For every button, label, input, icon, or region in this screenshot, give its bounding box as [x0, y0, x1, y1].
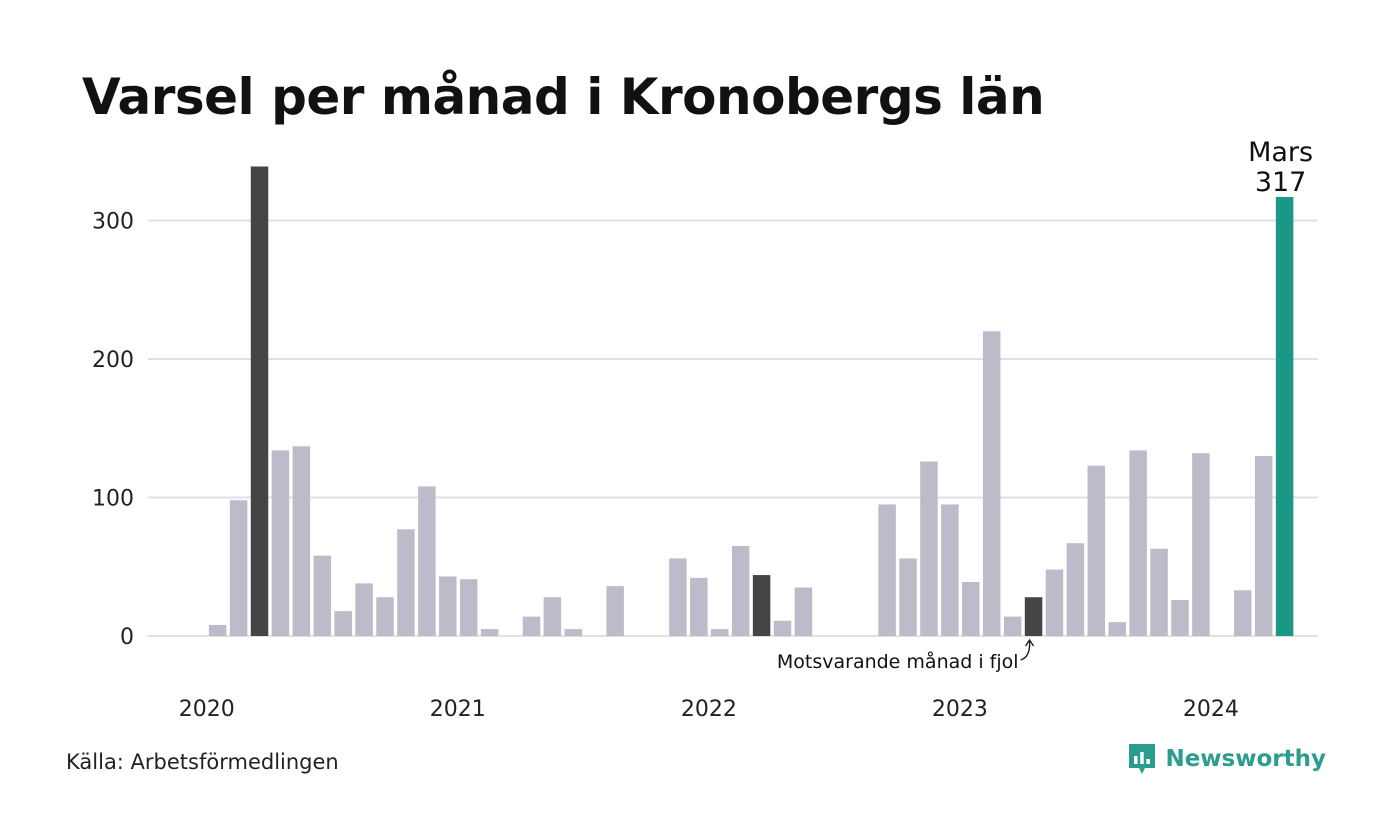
bar-undefined [1254, 455, 1273, 636]
bar-2020-03 [229, 500, 248, 636]
bar-2022-05 [773, 620, 792, 636]
bar-2022-02 [711, 629, 729, 636]
bar-2023-10 [1129, 450, 1147, 636]
bar-2021-02 [459, 579, 478, 636]
x-tick-label: 2022 [681, 697, 737, 722]
y-tick-label: 0 [120, 625, 134, 650]
bar-2021-03 [480, 629, 499, 636]
bar-2022-11 [899, 558, 917, 636]
y-tick-label: 200 [92, 348, 134, 373]
bar-2020-04 [250, 166, 269, 637]
bar-2020-09 [355, 583, 373, 636]
source-note: Källa: Arbetsförmedlingen [66, 750, 339, 774]
bar-2021-06 [543, 597, 562, 636]
bar-2022-12 [920, 461, 938, 636]
bar-2023-02 [962, 581, 980, 636]
bar-2023-12 [1171, 599, 1189, 636]
bar-2021-12 [669, 558, 687, 636]
highlight-month-label: Mars [1248, 137, 1313, 168]
x-tick-label: 2020 [179, 697, 235, 722]
brand-logo[interactable]: Newsworthy [1127, 742, 1326, 776]
bar-2023-01 [941, 504, 959, 636]
x-axis-ticks: 2020 2021 2022 2023 2024 [179, 697, 1239, 722]
annotation-arrow [1020, 638, 1035, 661]
brand-name: Newsworthy [1165, 746, 1326, 772]
bar-2022-03 [731, 545, 750, 636]
bar-2020-06 [292, 446, 311, 636]
bar-2023-08 [1087, 465, 1106, 636]
bar-2020-05 [271, 450, 290, 636]
bar-2021-01 [439, 576, 457, 636]
bar-2024-03 [1234, 590, 1252, 636]
highlight-labels: Mars 317 Motsvarande månad i fjol [777, 137, 1313, 673]
bar-2022-06 [794, 587, 813, 636]
annotation-label: Motsvarande månad i fjol [777, 650, 1019, 673]
bar-2023-04 [1003, 616, 1022, 636]
x-tick-label: 2024 [1183, 697, 1239, 722]
bar-2020-07 [313, 555, 332, 636]
bar-2020-11 [397, 529, 415, 636]
bar-2021-05 [522, 616, 541, 636]
bar-2023-05 [1024, 597, 1043, 636]
bar-2020-10 [376, 597, 394, 636]
bar-2022-10 [878, 504, 896, 636]
bars [208, 166, 1294, 637]
x-tick-label: 2023 [932, 697, 988, 722]
bar-2021-07 [564, 629, 583, 636]
y-tick-label: 100 [92, 487, 134, 512]
bar-2023-06 [1045, 569, 1064, 636]
chart-title: Varsel per månad i Kronobergs län [82, 68, 1045, 126]
bar-2022-04 [752, 575, 771, 636]
bar-2023-09 [1108, 622, 1126, 636]
bar-2023-07 [1066, 543, 1085, 636]
y-tick-label: 300 [92, 210, 134, 235]
bar-undefined [1275, 196, 1294, 636]
newsworthy-logo-icon [1129, 744, 1156, 774]
y-axis-ticks: 0 100 200 300 [92, 210, 134, 651]
bar-2020-08 [334, 611, 352, 636]
bar-2020-02 [208, 624, 227, 636]
bar-2020-12 [418, 486, 436, 636]
bar-2021-09 [606, 586, 624, 636]
bar-2023-03 [982, 331, 1001, 636]
bar-2024-01 [1192, 453, 1210, 636]
x-tick-label: 2021 [430, 697, 486, 722]
highlight-value-label: 317 [1255, 167, 1307, 198]
bar-2022-01 [690, 577, 708, 636]
bar-2023-11 [1150, 548, 1168, 636]
